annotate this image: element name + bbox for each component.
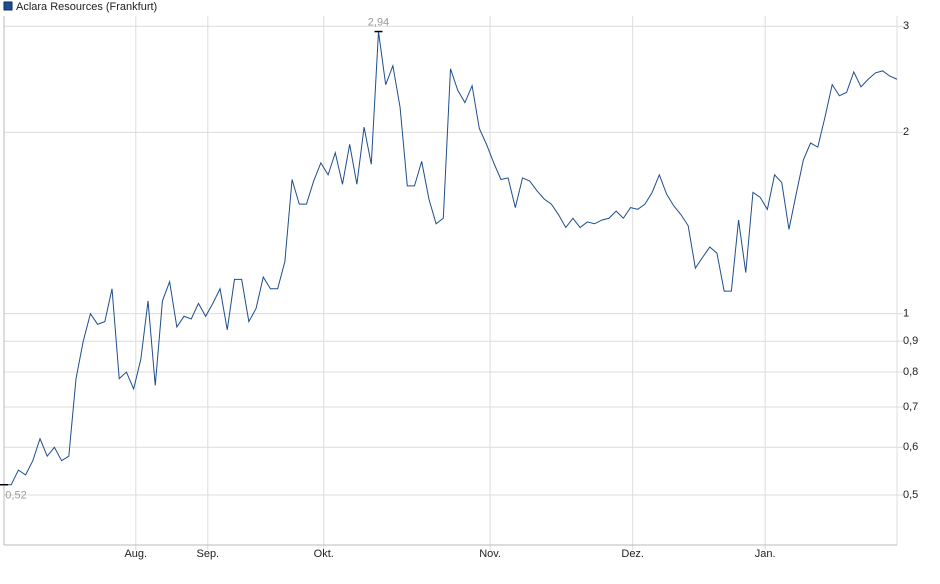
x-tick-label: Sep. <box>196 548 219 560</box>
x-tick-label: Okt. <box>314 548 334 560</box>
series-line <box>4 31 898 486</box>
y-tick-label: 3 <box>903 20 909 32</box>
x-tick-label: Nov. <box>479 548 501 560</box>
y-tick-label: 0,9 <box>903 335 918 347</box>
y-tick-label: 0,7 <box>903 401 918 413</box>
annotation-label: 2,94 <box>368 16 389 28</box>
y-tick-label: 2 <box>903 126 909 138</box>
x-tick-label: Dez. <box>621 548 644 560</box>
y-tick-label: 1 <box>903 308 909 320</box>
x-tick-label: Aug. <box>124 548 147 560</box>
legend-swatch <box>3 1 13 11</box>
y-tick-label: 0,5 <box>903 489 918 501</box>
y-tick-label: 0,6 <box>903 441 918 453</box>
annotation-label: 0,52 <box>5 490 26 502</box>
y-tick-label: 0,8 <box>903 366 918 378</box>
legend-label: Aclara Resources (Frankfurt) <box>16 1 157 13</box>
x-tick-label: Jan. <box>755 548 776 560</box>
